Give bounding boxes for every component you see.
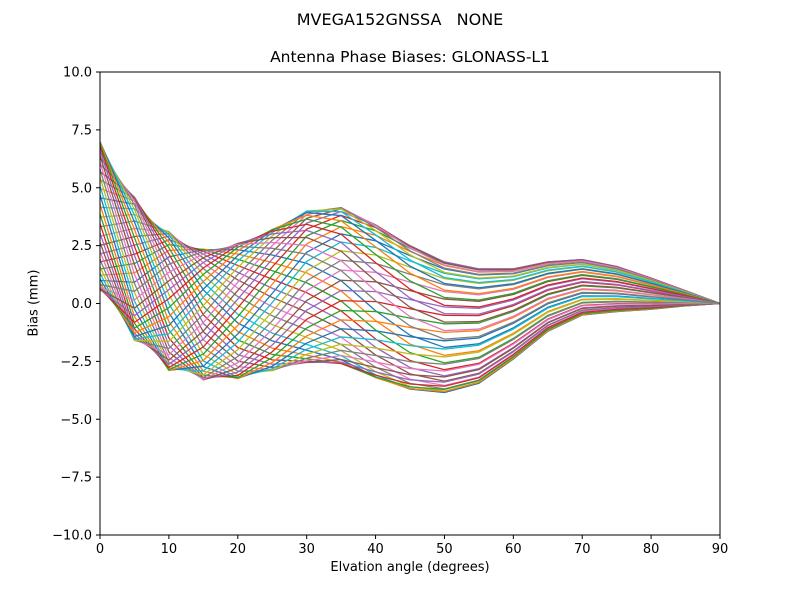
series-line bbox=[99, 214, 721, 334]
series-line bbox=[99, 210, 721, 340]
series-line bbox=[99, 206, 721, 350]
series-line bbox=[99, 236, 721, 323]
series-line bbox=[99, 223, 721, 324]
series-line bbox=[99, 229, 721, 317]
series-line bbox=[99, 206, 721, 356]
y-tick-label: 0.0 bbox=[71, 297, 92, 312]
series-line bbox=[99, 241, 721, 332]
series-line bbox=[99, 208, 721, 343]
x-tick-label: 40 bbox=[367, 542, 384, 557]
series-line bbox=[99, 211, 721, 338]
y-tick-label: −2.5 bbox=[60, 355, 92, 370]
y-tick-label: −10.0 bbox=[52, 529, 92, 544]
x-tick-label: 70 bbox=[574, 542, 591, 557]
x-tick-label: 30 bbox=[298, 542, 315, 557]
y-tick-label: 7.5 bbox=[71, 123, 92, 138]
axes-title: Antenna Phase Biases: GLONASS-L1 bbox=[270, 48, 550, 66]
y-tick-label: −7.5 bbox=[60, 471, 92, 486]
series-line bbox=[99, 208, 721, 361]
x-tick-label: 20 bbox=[230, 542, 247, 557]
x-tick-label: 80 bbox=[643, 542, 660, 557]
x-tick-label: 0 bbox=[96, 542, 104, 557]
figure-title: MVEGA152GNSSA NONE bbox=[296, 10, 504, 29]
series-line bbox=[99, 218, 721, 329]
x-tick-label: 50 bbox=[436, 542, 453, 557]
series-line bbox=[99, 213, 721, 392]
y-tick-label: 2.5 bbox=[71, 239, 92, 254]
x-tick-label: 90 bbox=[712, 542, 729, 557]
x-tick-label: 60 bbox=[505, 542, 522, 557]
series-line bbox=[99, 245, 721, 340]
y-tick-label: 5.0 bbox=[71, 181, 92, 196]
y-tick-label: 10.0 bbox=[63, 66, 92, 81]
y-tick-label: −5.0 bbox=[60, 413, 92, 428]
x-axis-label: Elvation angle (degrees) bbox=[330, 560, 490, 575]
x-tick-label: 10 bbox=[161, 542, 178, 557]
